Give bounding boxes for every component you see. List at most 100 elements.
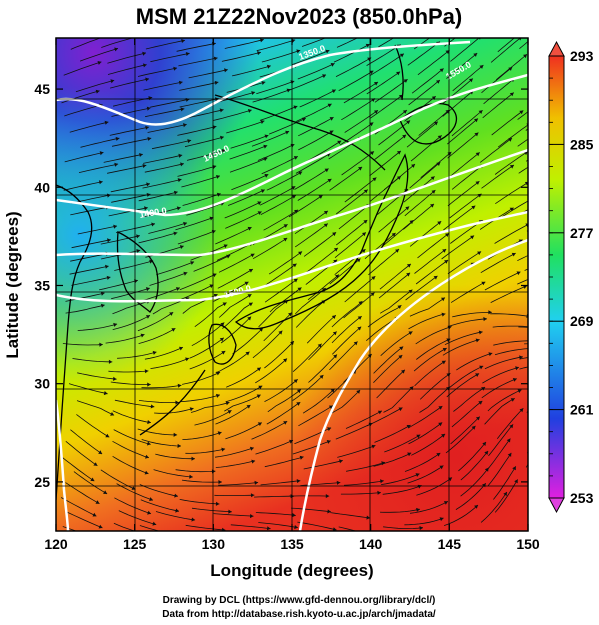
streamline-arrow	[177, 443, 181, 448]
streamline	[110, 78, 150, 89]
streamline	[519, 41, 528, 50]
streamline	[483, 77, 515, 105]
streamline-arrow	[437, 221, 442, 225]
streamline-arrow	[331, 89, 336, 94]
streamline-arrow	[151, 222, 155, 227]
streamline	[484, 356, 523, 370]
streamline-arrow	[470, 235, 475, 240]
streamline	[481, 164, 515, 189]
streamline-arrow	[183, 123, 187, 128]
streamline-arrow	[507, 452, 512, 457]
streamline	[374, 424, 411, 443]
streamline	[487, 452, 512, 486]
streamline	[343, 292, 375, 319]
streamline	[408, 313, 446, 330]
streamline	[298, 405, 334, 427]
streamline-arrow	[519, 355, 523, 360]
streamline-arrow	[149, 497, 153, 501]
streamline	[458, 441, 487, 472]
streamline	[267, 389, 302, 413]
streamline-arrow	[250, 514, 254, 519]
streamline-arrow	[333, 247, 338, 252]
streamline	[263, 312, 293, 342]
streamline-arrow	[396, 176, 401, 180]
streamline	[176, 42, 216, 52]
streamline-arrow	[509, 424, 514, 429]
contour-label: 1400.0	[139, 205, 168, 220]
streamline	[177, 165, 217, 177]
streamline	[344, 177, 377, 203]
streamline	[189, 337, 225, 359]
streamline	[409, 220, 442, 247]
streamline	[519, 366, 528, 370]
streamline-arrow	[482, 442, 486, 446]
streamline	[334, 232, 367, 259]
streamline-arrow	[441, 297, 445, 302]
streamline	[307, 274, 340, 301]
streamline	[366, 71, 401, 95]
streamline-arrow	[406, 272, 411, 277]
colorbar-tick-label: 269	[570, 313, 594, 329]
streamline-arrow	[226, 254, 231, 259]
streamline-arrow	[223, 244, 228, 249]
streamline-arrow	[175, 287, 180, 291]
streamline-arrow	[283, 238, 288, 242]
streamline	[328, 389, 361, 416]
streamline	[70, 429, 103, 455]
streamline-arrow	[371, 444, 376, 449]
streamline	[520, 209, 528, 215]
streamline-arrow	[380, 479, 384, 484]
streamline-arrow	[191, 456, 195, 461]
streamline-arrow	[144, 470, 149, 475]
streamline-arrow	[142, 164, 147, 168]
streamline	[144, 163, 184, 173]
streamline-arrow	[442, 348, 447, 352]
streamline	[297, 178, 332, 201]
streamline	[114, 260, 154, 271]
streamline	[266, 401, 301, 425]
streamline-arrow	[488, 310, 492, 315]
russia-coast	[214, 94, 386, 171]
streamline-arrow	[479, 65, 484, 69]
streamline-arrow	[247, 294, 252, 298]
streamline-arrow	[402, 134, 407, 139]
streamline-arrow	[323, 210, 328, 215]
streamline	[78, 163, 119, 173]
streamline	[344, 109, 379, 133]
streamline	[252, 330, 283, 359]
streamline-arrow	[368, 422, 373, 427]
streamline	[266, 171, 303, 191]
colorbar-tick-label: 293	[570, 48, 594, 64]
streamline-arrow	[441, 312, 446, 317]
height-contours	[56, 40, 528, 531]
streamline	[225, 422, 262, 440]
streamline	[408, 79, 441, 106]
streamline-arrow	[481, 281, 486, 286]
streamline	[268, 117, 306, 135]
streamline-arrow	[227, 410, 232, 414]
streamline-arrow	[108, 359, 113, 364]
streamline-arrow	[330, 388, 335, 393]
streamline	[379, 289, 413, 314]
streamline-arrow	[442, 249, 447, 253]
streamline	[443, 504, 479, 526]
y-tick-label: 35	[34, 277, 50, 293]
streamline	[264, 378, 298, 402]
streamline-arrow	[266, 526, 271, 531]
streamline	[453, 386, 486, 412]
streamline-arrow	[512, 378, 517, 382]
streamline	[107, 164, 147, 174]
streamline-arrow	[142, 51, 146, 56]
streamline	[175, 217, 214, 231]
streamline	[484, 271, 521, 291]
streamline	[141, 207, 181, 218]
streamline	[105, 334, 145, 344]
streamline-arrow	[332, 232, 337, 237]
streamline	[370, 53, 405, 76]
streamline	[484, 398, 515, 425]
streamline-arrow	[291, 195, 296, 199]
streamline	[154, 407, 194, 414]
streamline-arrow	[92, 512, 97, 517]
streamline-arrow	[93, 462, 98, 466]
streamline	[329, 341, 358, 371]
